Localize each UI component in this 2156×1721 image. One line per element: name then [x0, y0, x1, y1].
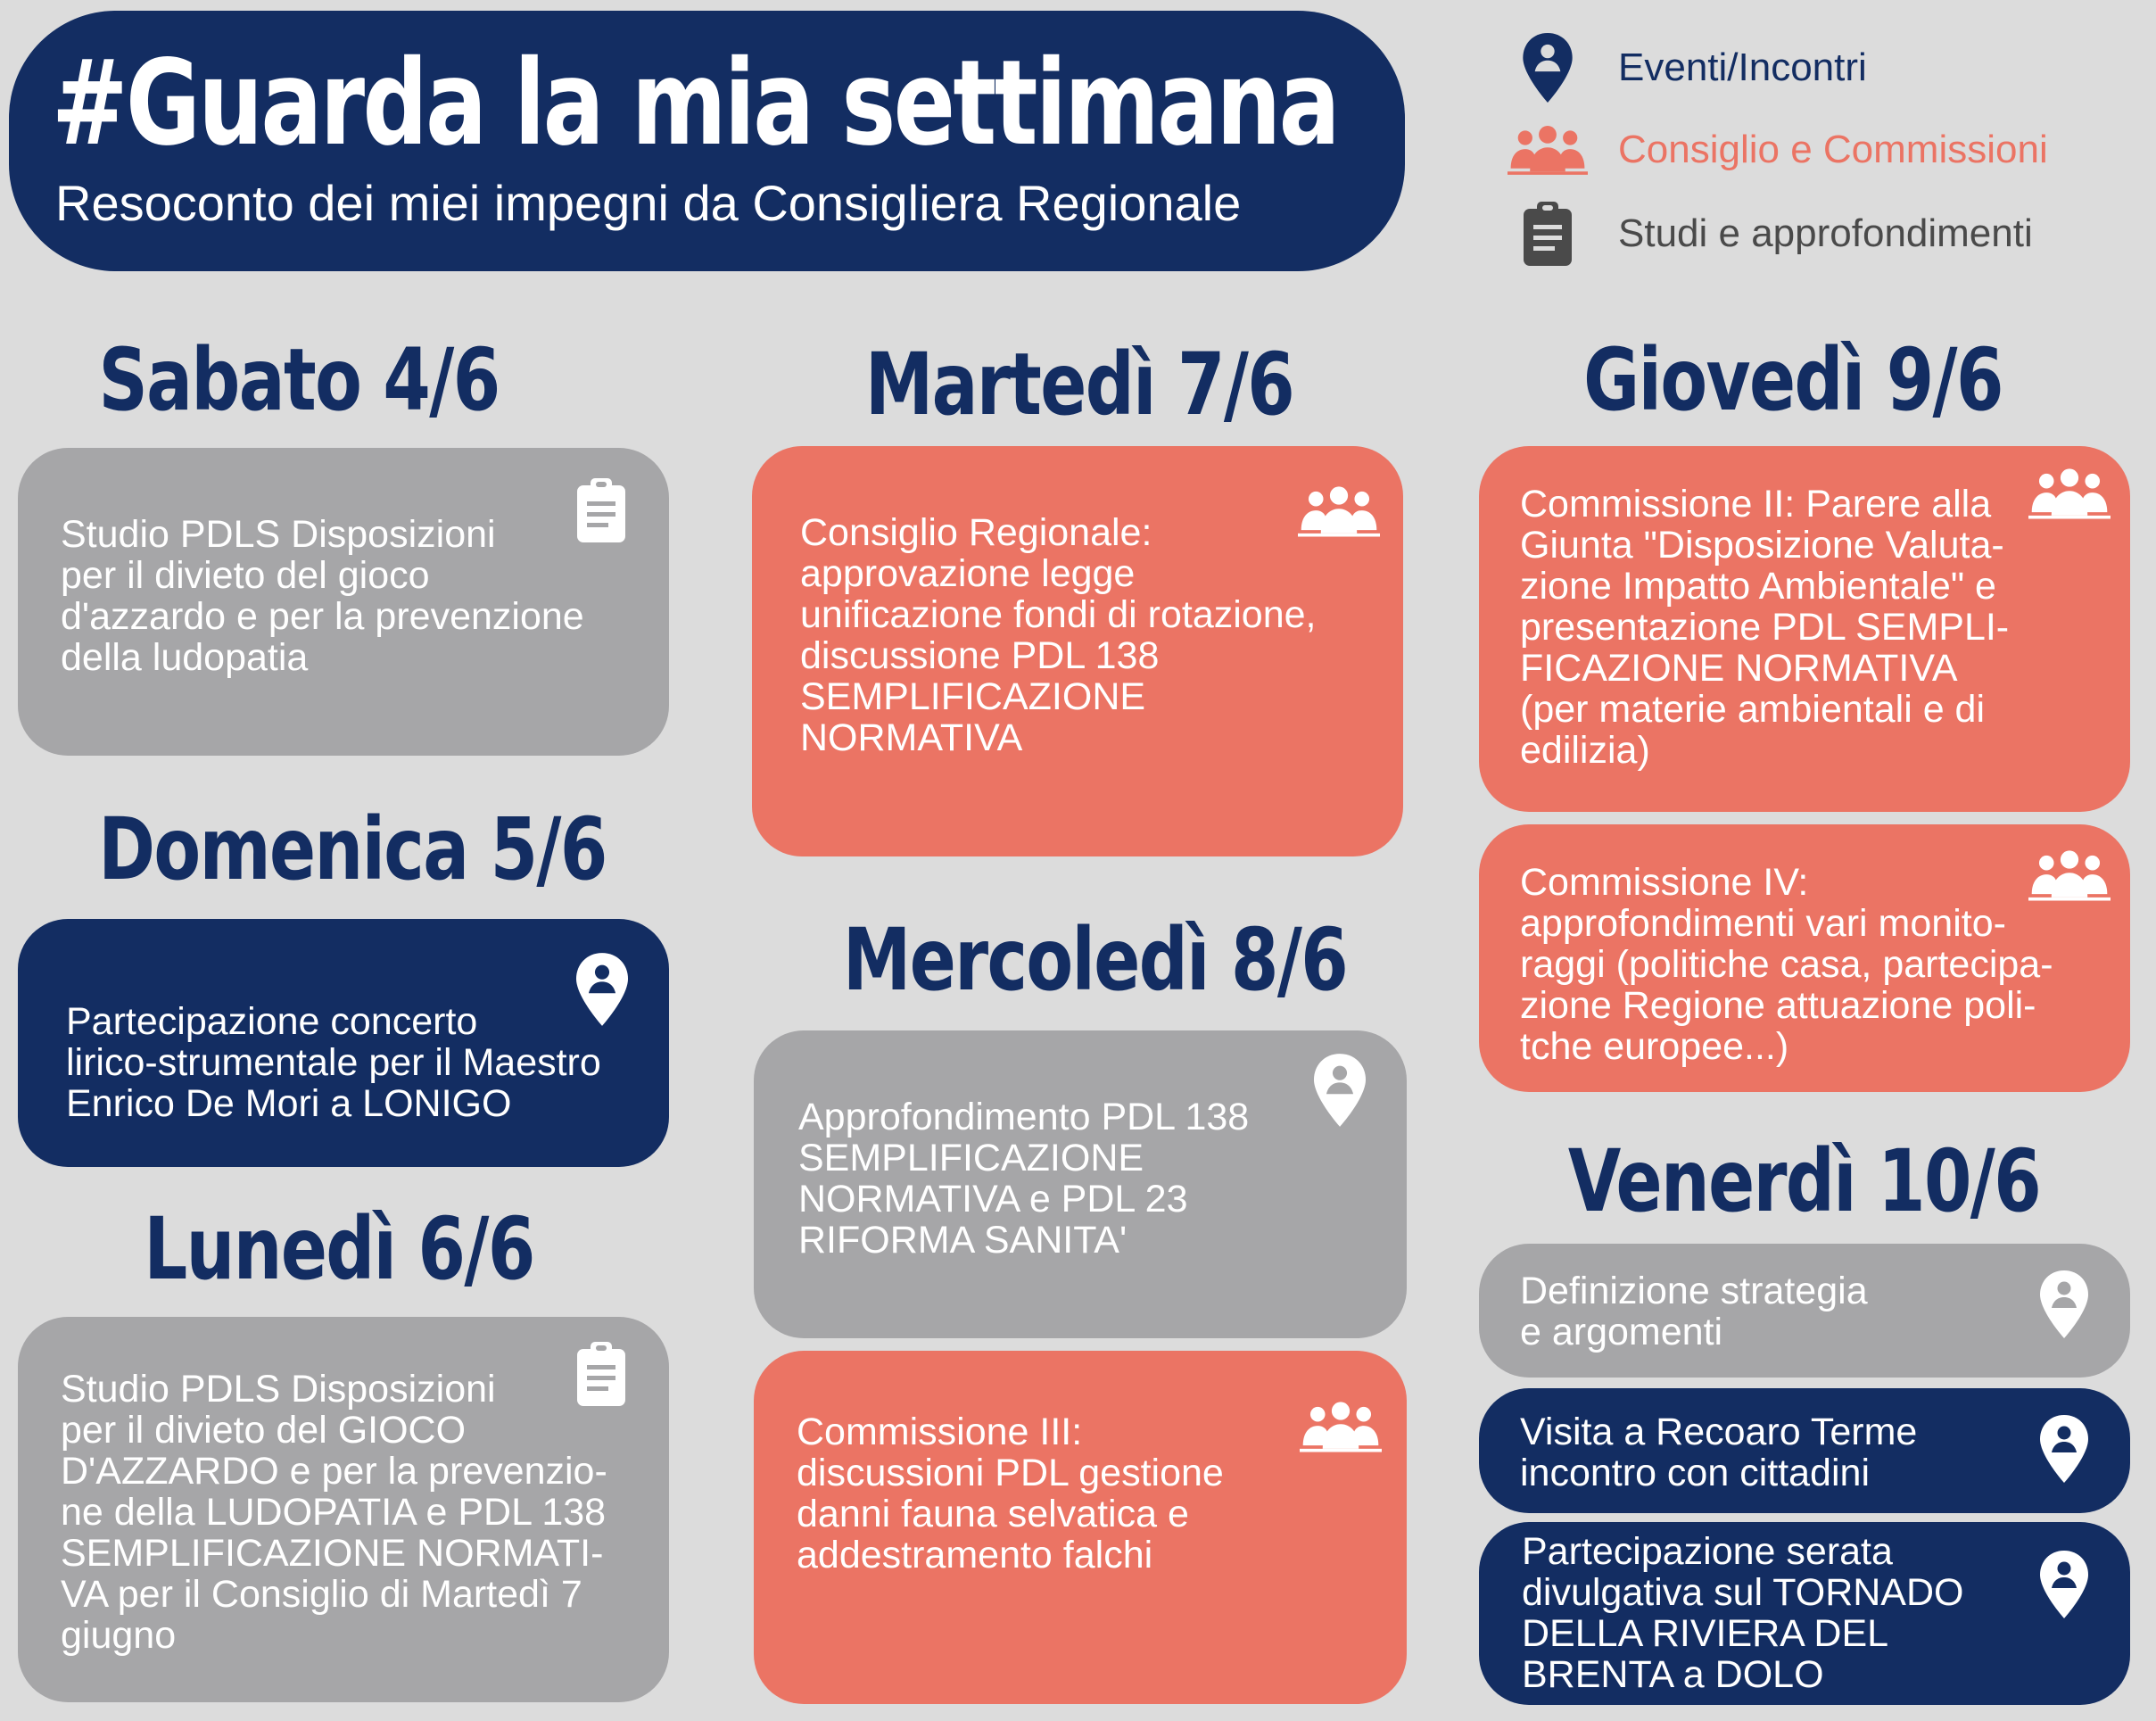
day-heading-lunedi: Lunedì 6/6 — [144, 1199, 535, 1299]
group-icon — [2028, 466, 2111, 525]
event-text: Approfondimento PDL 138 SEMPLIFICAZIONE … — [798, 1096, 1250, 1262]
event-text: Partecipazione serata divulgativa sul TO… — [1522, 1530, 1964, 1696]
event-card: Partecipazione concerto lirico-strumenta… — [18, 919, 669, 1167]
clipboard-icon — [1516, 198, 1579, 269]
day-heading-sabato: Sabato 4/6 — [98, 330, 500, 430]
event-text: Studio PDLS Disposizioni per il divieto … — [61, 513, 584, 679]
page-title: #Guarda la mia settimana — [52, 35, 1341, 172]
event-card: Visita a Recoaro Terme incontro con citt… — [1479, 1388, 2130, 1513]
event-card: Approfondimento PDL 138 SEMPLIFICAZIONE … — [754, 1030, 1407, 1338]
legend-item-eventi: Eventi/Incontri — [1516, 32, 2141, 103]
event-text: Visita a Recoaro Terme incontro con citt… — [1520, 1411, 1918, 1494]
event-card: Commissione II: Parere alla Giunta "Disp… — [1479, 446, 2130, 812]
location-person-icon — [1310, 1052, 1369, 1133]
day-heading-domenica: Domenica 5/6 — [98, 799, 607, 899]
event-card: Partecipazione serata divulgativa sul TO… — [1479, 1522, 2130, 1705]
legend-item-studi: Studi e approfondimenti — [1516, 198, 2141, 269]
event-card: Studio PDLS Disposizioni per il divieto … — [18, 1317, 669, 1702]
clipboard-icon — [573, 476, 630, 549]
event-text: Definizione strategia e argomenti — [1520, 1270, 1868, 1353]
event-card: Commissione IV: approfondimenti vari mon… — [1479, 824, 2130, 1092]
event-text: Commissione IV: approfondimenti vari mon… — [1520, 861, 2053, 1068]
location-person-icon — [2037, 1549, 2091, 1625]
event-text: Studio PDLS Disposizioni per il divieto … — [61, 1368, 607, 1657]
group-icon — [1298, 484, 1380, 543]
day-heading-venerdi: Venerdì 10/6 — [1567, 1131, 2042, 1231]
location-person-icon — [2037, 1413, 2091, 1489]
event-text: Commissione II: Parere alla Giunta "Disp… — [1520, 483, 2010, 772]
page-subtitle: Resoconto dei miei impegni da Consiglier… — [55, 175, 1242, 231]
event-card: Definizione strategia e argomenti — [1479, 1244, 2130, 1378]
event-text: Partecipazione concerto lirico-strumenta… — [66, 1000, 601, 1125]
group-icon — [1508, 114, 1588, 186]
event-card: Consiglio Regionale: approvazione legge … — [752, 446, 1403, 856]
legend-label: Studi e approfondimenti — [1618, 211, 2033, 255]
day-heading-martedi: Martedì 7/6 — [864, 335, 1295, 434]
legend-label: Consiglio e Commissioni — [1618, 128, 2048, 171]
legend-item-consiglio: Consiglio e Commissioni — [1516, 114, 2141, 186]
event-card: Studio PDLS Disposizioni per il divieto … — [18, 448, 669, 756]
header-banner: #Guarda la mia settimana Resoconto dei m… — [9, 11, 1405, 271]
location-person-icon — [2037, 1269, 2091, 1345]
clipboard-icon — [573, 1340, 630, 1412]
event-text: Commissione III: discussioni PDL gestion… — [797, 1411, 1224, 1576]
group-icon — [2028, 848, 2111, 907]
group-icon — [1300, 1399, 1382, 1459]
day-heading-giovedi: Giovedì 9/6 — [1583, 330, 2003, 430]
location-person-icon — [1516, 32, 1579, 103]
event-card: Commissione III: discussioni PDL gestion… — [754, 1351, 1407, 1704]
event-text: Consiglio Regionale: approvazione legge … — [800, 511, 1317, 759]
legend-label: Eventi/Incontri — [1618, 46, 1867, 89]
day-heading-mercoledi: Mercoledì 8/6 — [842, 910, 1349, 1010]
location-person-icon — [573, 951, 632, 1032]
